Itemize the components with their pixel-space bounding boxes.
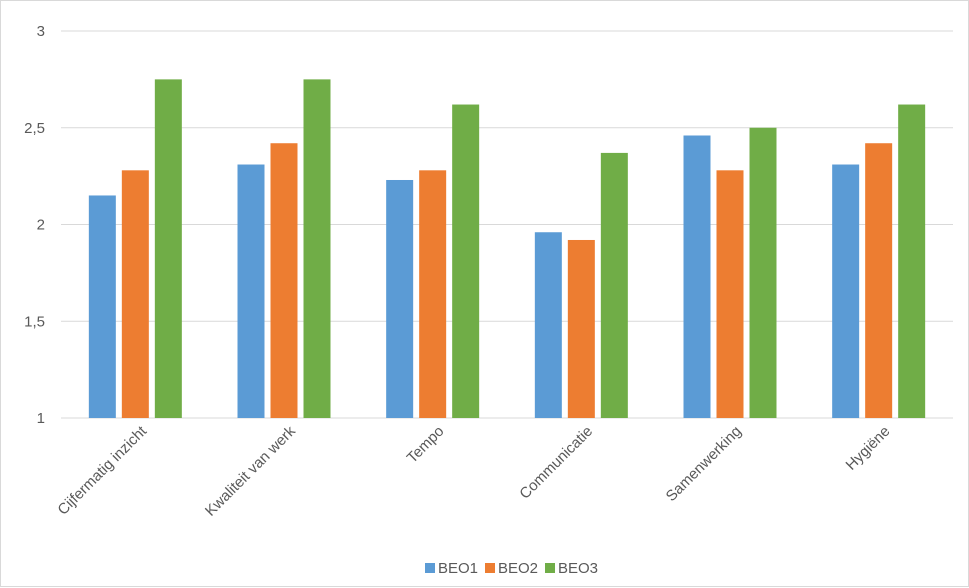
gridlines <box>61 30 953 419</box>
y-axis-ticks: 1 1,5 2 2,5 3 <box>24 23 45 427</box>
x-category-label: Kwaliteit van werk <box>202 422 299 519</box>
bar-beo2 <box>865 143 893 419</box>
bar-beo1 <box>237 164 265 418</box>
bars <box>88 79 926 419</box>
bar-beo1 <box>683 135 711 419</box>
x-axis-labels: Cijfermatig inzicht Kwaliteit van werk Tem… <box>54 422 893 519</box>
bar-beo3 <box>154 79 182 418</box>
x-category-label: Communicatie <box>516 423 596 503</box>
x-category-label: Samenwerking <box>663 423 745 505</box>
legend: BEO1 BEO2 BEO3 <box>425 560 598 577</box>
bar-beo2 <box>121 170 149 418</box>
bar-beo3 <box>898 104 926 418</box>
y-tick-label: 2,5 <box>24 120 45 137</box>
bar-beo1 <box>386 179 414 418</box>
bar-beo3 <box>452 104 480 418</box>
bar-beo1 <box>88 195 116 418</box>
legend-item-beo2: BEO2 <box>485 560 538 577</box>
bar-beo1 <box>534 232 562 418</box>
legend-label: BEO1 <box>438 560 478 577</box>
y-tick-label: 2 <box>37 217 45 234</box>
legend-swatch <box>545 563 555 573</box>
legend-item-beo3: BEO3 <box>545 560 598 577</box>
bar-beo3 <box>600 152 628 418</box>
bar-beo2 <box>567 239 595 418</box>
x-category-label: Hygiëne <box>843 423 894 474</box>
y-tick-label: 1,5 <box>24 313 45 330</box>
x-category-label: Cijfermatig inzicht <box>54 422 150 518</box>
bar-beo3 <box>749 127 777 418</box>
bar-beo2 <box>419 170 447 418</box>
x-category-label: Tempo <box>404 423 448 467</box>
legend-item-beo1: BEO1 <box>425 560 478 577</box>
legend-label: BEO2 <box>498 560 538 577</box>
bar-beo3 <box>303 79 331 418</box>
legend-swatch <box>425 563 435 573</box>
bar-beo1 <box>832 164 860 418</box>
legend-swatch <box>485 563 495 573</box>
bar-beo2 <box>716 170 744 418</box>
y-tick-label: 3 <box>37 23 45 40</box>
bar-beo2 <box>270 143 298 419</box>
y-tick-label: 1 <box>37 410 45 427</box>
legend-label: BEO3 <box>558 560 598 577</box>
